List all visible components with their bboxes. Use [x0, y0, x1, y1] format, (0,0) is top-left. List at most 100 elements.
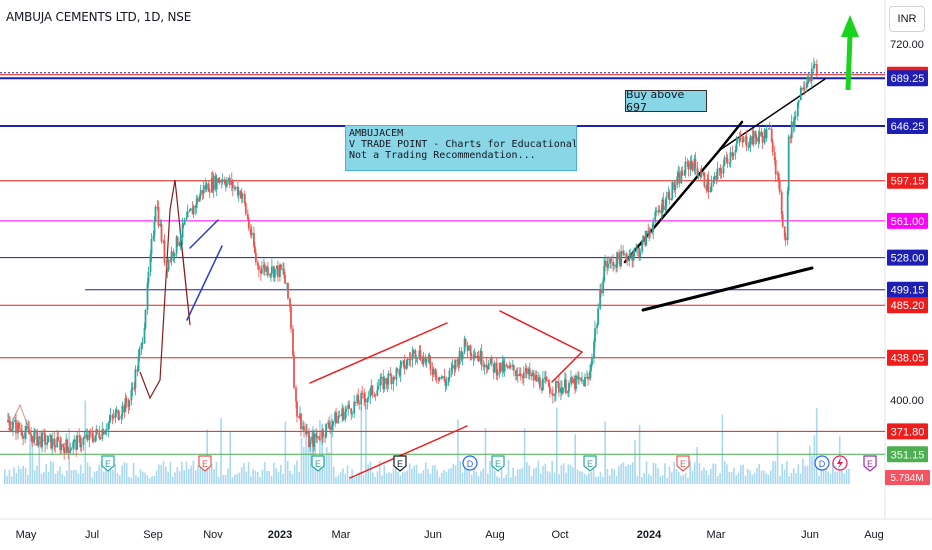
volume-bar	[392, 468, 395, 484]
candle	[424, 354, 427, 366]
candle	[258, 265, 260, 278]
candle	[742, 135, 745, 143]
volume-bar	[675, 468, 678, 484]
chart-title: AMBUJA CEMENTS LTD, 1D, NSE	[6, 10, 192, 24]
volume-bar	[454, 465, 457, 484]
candle	[405, 359, 408, 371]
candle	[166, 267, 169, 278]
candle	[11, 423, 13, 433]
candle-body	[137, 356, 140, 372]
candle-body	[144, 310, 147, 328]
candle-body	[25, 426, 27, 433]
candle-body	[813, 64, 816, 65]
candle	[257, 260, 259, 270]
candle-body	[354, 401, 357, 404]
volume-bar	[613, 469, 616, 484]
volume-bar	[397, 471, 399, 484]
candle	[163, 234, 166, 266]
volume-bar	[4, 469, 6, 484]
candle	[797, 99, 800, 108]
candle	[606, 258, 608, 275]
candle-body	[674, 185, 677, 190]
candle	[521, 374, 524, 384]
candle-body	[218, 180, 221, 183]
candle-body	[537, 377, 540, 382]
candle	[713, 172, 716, 184]
candle-body	[124, 398, 127, 413]
candle	[296, 401, 298, 423]
candle-body	[22, 435, 24, 439]
candle	[38, 436, 40, 446]
candle-body	[311, 436, 313, 441]
level-label: 646.25	[887, 118, 928, 134]
candle	[286, 283, 288, 290]
volume-bar	[349, 476, 351, 484]
candle	[327, 420, 329, 429]
level-label: 597.15	[887, 172, 928, 189]
candle	[218, 176, 221, 185]
candle	[373, 391, 376, 398]
candle	[313, 429, 315, 451]
candle	[224, 179, 227, 192]
volume-bar	[436, 469, 438, 484]
candle-body	[613, 264, 615, 266]
volume-bar	[98, 464, 100, 484]
candle-body	[205, 183, 208, 190]
volume-bar	[751, 474, 754, 484]
candle	[422, 352, 425, 368]
candle	[749, 134, 752, 153]
candle-body	[264, 264, 266, 272]
volume-bar	[848, 468, 850, 484]
candle	[199, 184, 202, 200]
candle	[62, 443, 65, 451]
candle-body	[402, 360, 405, 362]
volume-bar	[91, 477, 93, 484]
volume-bar	[820, 465, 823, 484]
candle-body	[472, 355, 475, 359]
volume-bar	[500, 462, 503, 484]
candle-body	[771, 141, 774, 153]
candle	[125, 395, 128, 409]
level-label-text: 371.80	[891, 426, 925, 438]
candle-body	[429, 361, 432, 370]
candle	[534, 370, 537, 382]
volume-bar	[843, 473, 846, 484]
volume-bar	[700, 470, 703, 484]
candle	[564, 372, 566, 392]
candle-body	[125, 398, 128, 404]
candle	[334, 410, 336, 428]
candle	[276, 265, 278, 275]
candle	[794, 110, 797, 120]
candle-body	[414, 350, 417, 359]
candle-body	[20, 429, 22, 431]
volume-bar	[836, 472, 839, 484]
candle	[127, 398, 130, 414]
currency-button[interactable]: INR	[889, 6, 925, 32]
candle-body	[432, 368, 435, 375]
candle	[249, 224, 252, 238]
candle-body	[76, 435, 79, 450]
volume-bar	[519, 469, 521, 484]
candle	[335, 407, 337, 424]
candle	[490, 355, 493, 367]
candle	[609, 257, 611, 269]
volume-label-box	[885, 470, 930, 485]
candle-body	[735, 143, 738, 151]
candle	[806, 74, 809, 88]
volume-bar	[730, 471, 733, 484]
candle	[467, 345, 470, 351]
candle	[344, 405, 347, 423]
volume-bar	[107, 460, 110, 484]
candle-body	[189, 208, 192, 211]
volume-bar	[27, 474, 29, 484]
volume-bar	[569, 464, 572, 484]
candle-body	[480, 351, 483, 366]
candle-body	[486, 367, 489, 370]
candle-body	[673, 182, 676, 190]
volume-bar	[362, 475, 365, 484]
candle	[287, 282, 289, 301]
volume-bar	[749, 470, 751, 484]
volume-bar	[797, 464, 800, 484]
volume-bar	[535, 467, 537, 484]
